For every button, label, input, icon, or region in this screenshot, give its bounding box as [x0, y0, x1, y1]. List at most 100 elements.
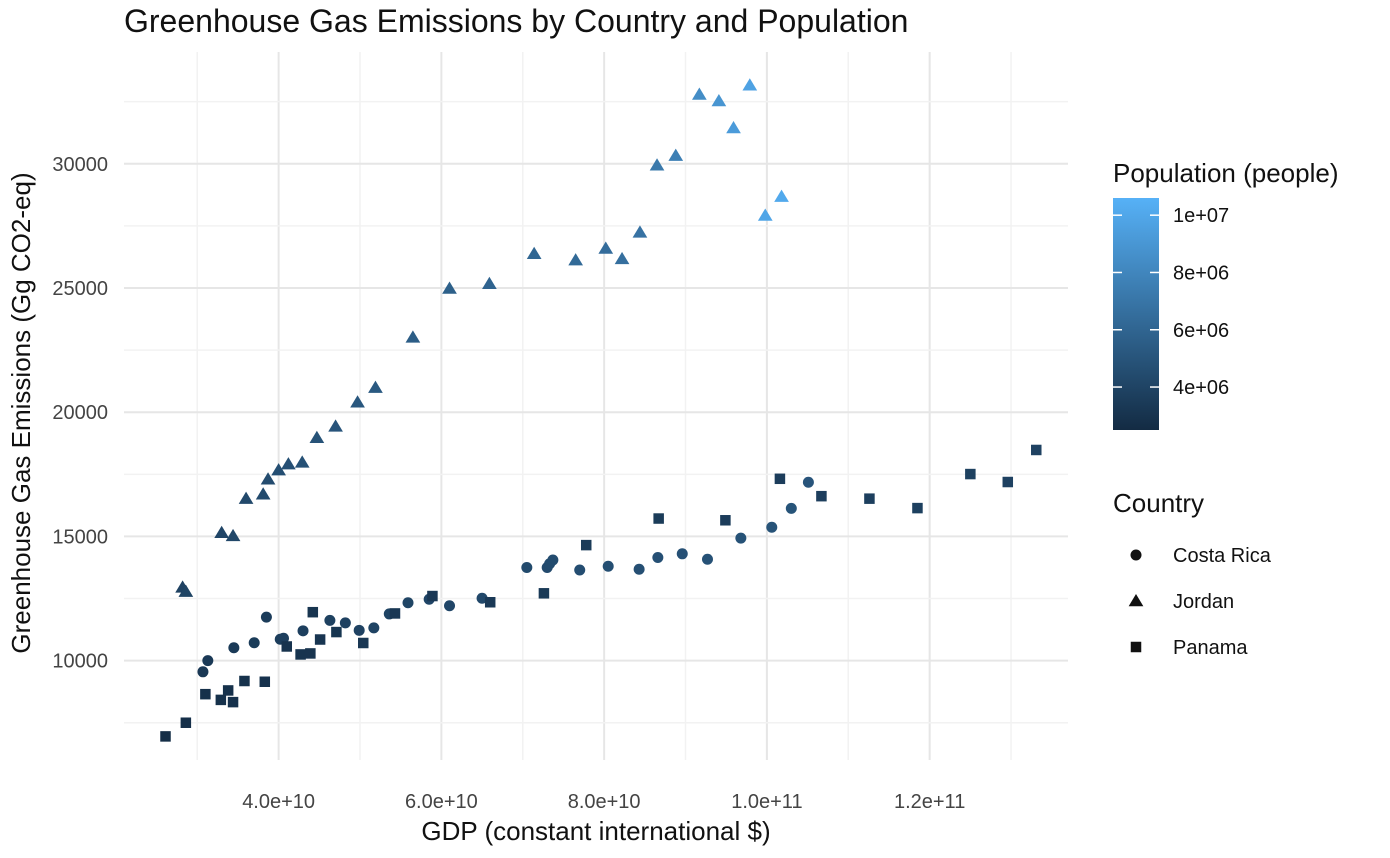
data-point [353, 624, 365, 636]
data-point [482, 276, 497, 290]
data-point [668, 148, 684, 161]
data-point [602, 560, 614, 572]
data-point [197, 666, 209, 678]
data-point [521, 561, 533, 573]
grid-lines [124, 52, 1068, 760]
y-tick-label: 30000 [52, 154, 108, 176]
y-axis-ticks: 10000 15000 20000 25000 30000 [52, 154, 108, 673]
data-point [633, 563, 645, 575]
data-point [816, 490, 827, 502]
colorbar-tick-label: 4e+06 [1173, 377, 1229, 399]
data-point [766, 521, 778, 533]
population-colorbar-ticks: 4e+06 6e+06 8e+06 1e+07 [1113, 205, 1229, 399]
data-point [726, 121, 741, 134]
data-point [314, 634, 326, 645]
legend-label: Panama [1173, 637, 1248, 659]
legend-label: Costa Rica [1173, 545, 1272, 567]
data-point [652, 552, 664, 564]
data-point [227, 696, 239, 708]
data-point [632, 225, 648, 238]
series-panama [160, 444, 1042, 742]
data-point [259, 676, 271, 687]
data-point [912, 502, 923, 514]
data-point [1002, 476, 1014, 488]
data-point [248, 637, 260, 649]
chart-title: Greenhouse Gas Emissions by Country and … [124, 3, 908, 39]
data-point [405, 330, 421, 343]
data-point [228, 642, 240, 654]
data-point [701, 553, 713, 565]
data-point [574, 564, 586, 576]
y-tick-label: 15000 [52, 526, 108, 548]
data-point [309, 430, 325, 444]
x-tick-label: 1.2e+11 [894, 791, 965, 813]
data-point [774, 473, 786, 485]
data-point [278, 632, 290, 644]
data-point [580, 539, 592, 551]
data-point [774, 189, 789, 202]
data-point [331, 626, 342, 638]
data-point [339, 617, 351, 629]
data-point [260, 611, 272, 623]
legend-label: Jordan [1173, 591, 1234, 613]
legend-entry-jordan: Jordan [1128, 591, 1234, 613]
data-point [180, 717, 192, 728]
y-tick-label: 20000 [52, 402, 108, 424]
data-point [358, 637, 369, 649]
data-point [676, 548, 688, 560]
data-point [294, 455, 310, 468]
series-costa-rica [197, 476, 814, 678]
data-point [239, 675, 250, 687]
data-point [653, 513, 664, 524]
population-colorbar [1113, 198, 1159, 430]
data-point [238, 491, 254, 504]
data-point [1031, 444, 1042, 456]
data-point [444, 600, 456, 612]
data-point [160, 731, 171, 742]
data-point [864, 493, 875, 504]
population-legend: Population (people) 4e+06 6e+06 8e+06 1e+07 [1113, 158, 1339, 430]
data-point [720, 515, 731, 526]
data-point [427, 590, 438, 602]
data-point [368, 380, 383, 393]
data-point [547, 554, 559, 566]
country-legend: Country Costa Rica Jordan Panama [1113, 488, 1272, 659]
colorbar-tick-label: 1e+07 [1173, 205, 1229, 227]
data-point [649, 158, 665, 171]
legend-entry-panama: Panama [1130, 637, 1248, 659]
data-point [295, 649, 306, 660]
data-point [281, 641, 293, 652]
data-points [160, 78, 1042, 742]
data-point [307, 606, 319, 618]
data-point [802, 476, 814, 488]
data-point [324, 614, 336, 626]
x-tick-label: 4.0e+10 [242, 791, 315, 813]
x-axis-ticks: 4.0e+10 6.0e+10 8.0e+10 1.0e+11 1.2e+11 [242, 791, 965, 813]
x-axis-title: GDP (constant international $) [421, 816, 770, 846]
country-legend-title: Country [1113, 488, 1204, 518]
data-point [785, 502, 797, 514]
population-legend-title: Population (people) [1113, 158, 1339, 188]
legend-key-triangle [1128, 594, 1144, 607]
data-point [757, 208, 773, 221]
data-point [742, 78, 758, 91]
data-point [225, 528, 241, 542]
data-point [538, 588, 550, 599]
legend-entry-costa-rica: Costa Rica [1130, 545, 1272, 567]
data-point [281, 457, 296, 470]
data-point [222, 685, 234, 696]
data-point [328, 419, 343, 432]
data-point [255, 487, 271, 500]
country-legend-entries: Costa Rica Jordan Panama [1128, 545, 1272, 659]
x-tick-label: 8.0e+10 [568, 791, 641, 813]
series-jordan [175, 78, 789, 597]
data-point [476, 592, 488, 604]
data-point [526, 246, 542, 259]
y-axis-title: Greenhouse Gas Emissions (Gg CO2-eq) [6, 172, 36, 653]
data-point [711, 93, 727, 107]
data-point [389, 608, 401, 619]
data-point [214, 525, 230, 538]
data-point [614, 251, 630, 265]
data-point [735, 532, 747, 544]
